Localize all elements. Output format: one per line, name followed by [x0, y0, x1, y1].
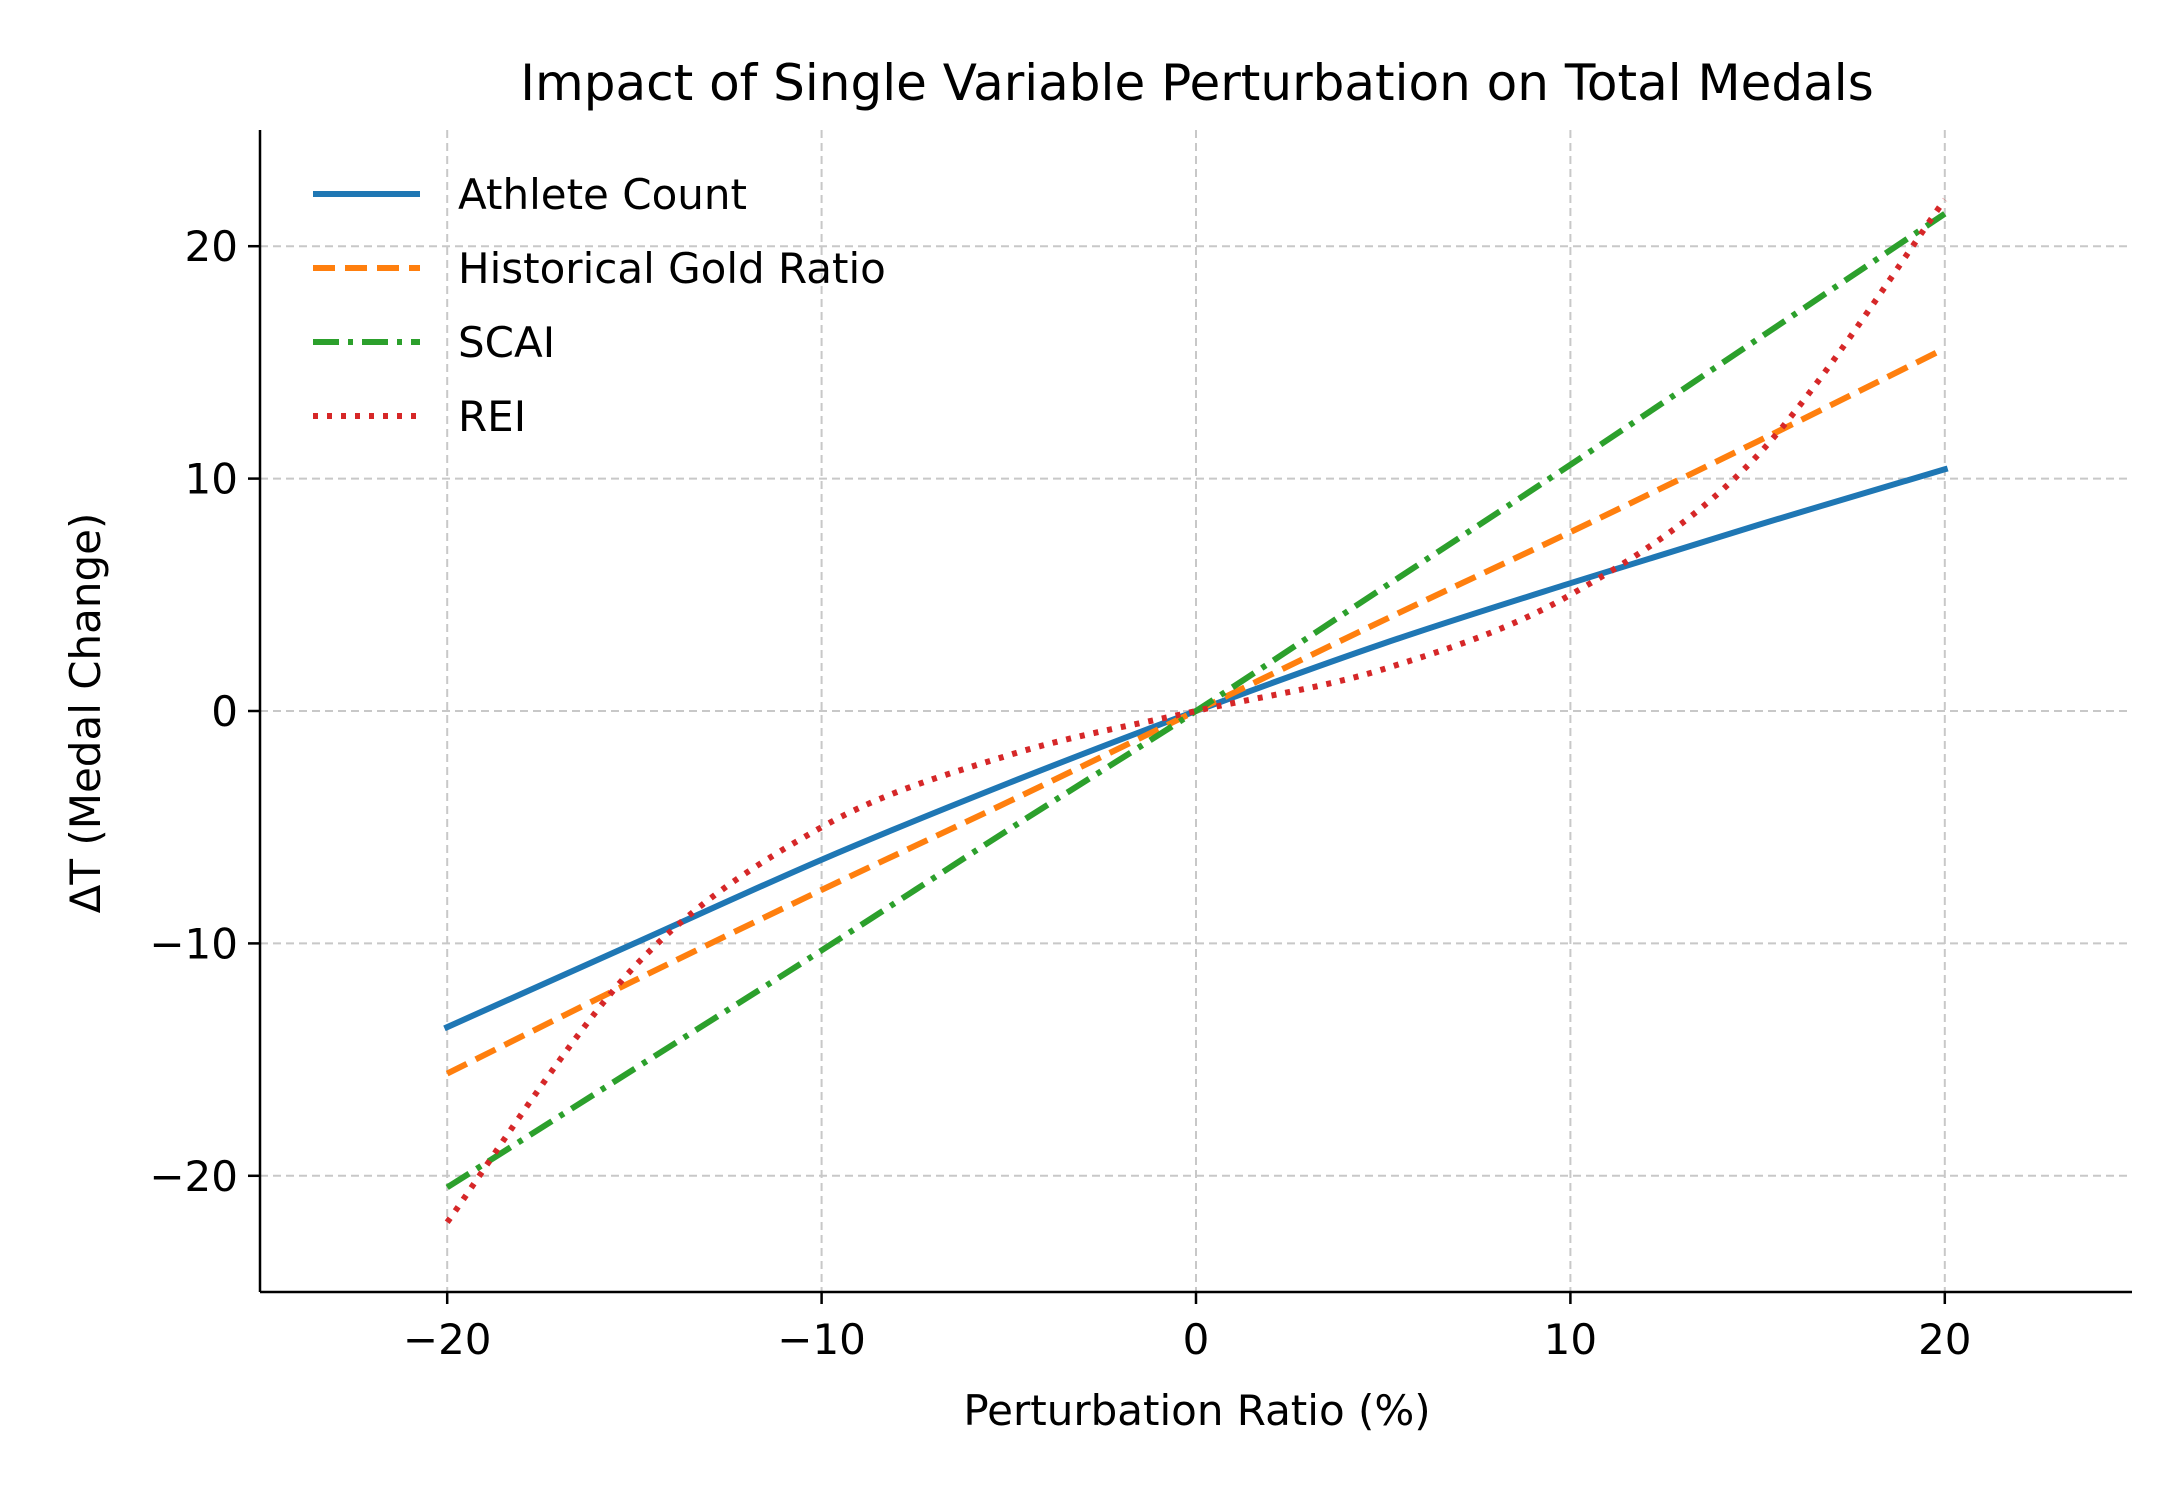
legend: Athlete Count Historical Gold Ratio SCAI RE… — [313, 170, 886, 441]
x-tick-label: −10 — [777, 1315, 866, 1364]
y-axis-label: ΔT (Medal Change) — [61, 513, 110, 914]
x-tick-label: 20 — [1918, 1315, 1971, 1364]
legend-label: Athlete Count — [458, 170, 747, 219]
chart-title: Impact of Single Variable Perturbation o… — [520, 54, 1874, 112]
legend-label: REI — [458, 392, 526, 441]
x-axis-label: Perturbation Ratio (%) — [963, 1386, 1430, 1435]
x-tick-label: 10 — [1544, 1315, 1597, 1364]
legend-label: Historical Gold Ratio — [458, 244, 886, 293]
ticks: −20 −10 0 10 20 −20 −10 0 10 20 — [149, 222, 1971, 1364]
x-tick-label: −20 — [403, 1315, 492, 1364]
y-tick-label: 0 — [211, 687, 238, 736]
series-group — [443, 197, 1949, 1225]
series-line-scai — [445, 211, 1947, 1190]
y-tick-label: 10 — [185, 455, 238, 504]
y-tick-label: −10 — [149, 919, 238, 968]
series-line-historical-gold-ratio — [445, 345, 1947, 1077]
y-tick-label: −20 — [149, 1152, 238, 1201]
x-tick-label: 0 — [1183, 1315, 1210, 1364]
legend-label: SCAI — [458, 318, 555, 367]
series-line-rei — [444, 197, 1948, 1225]
y-tick-label: 20 — [185, 222, 238, 271]
